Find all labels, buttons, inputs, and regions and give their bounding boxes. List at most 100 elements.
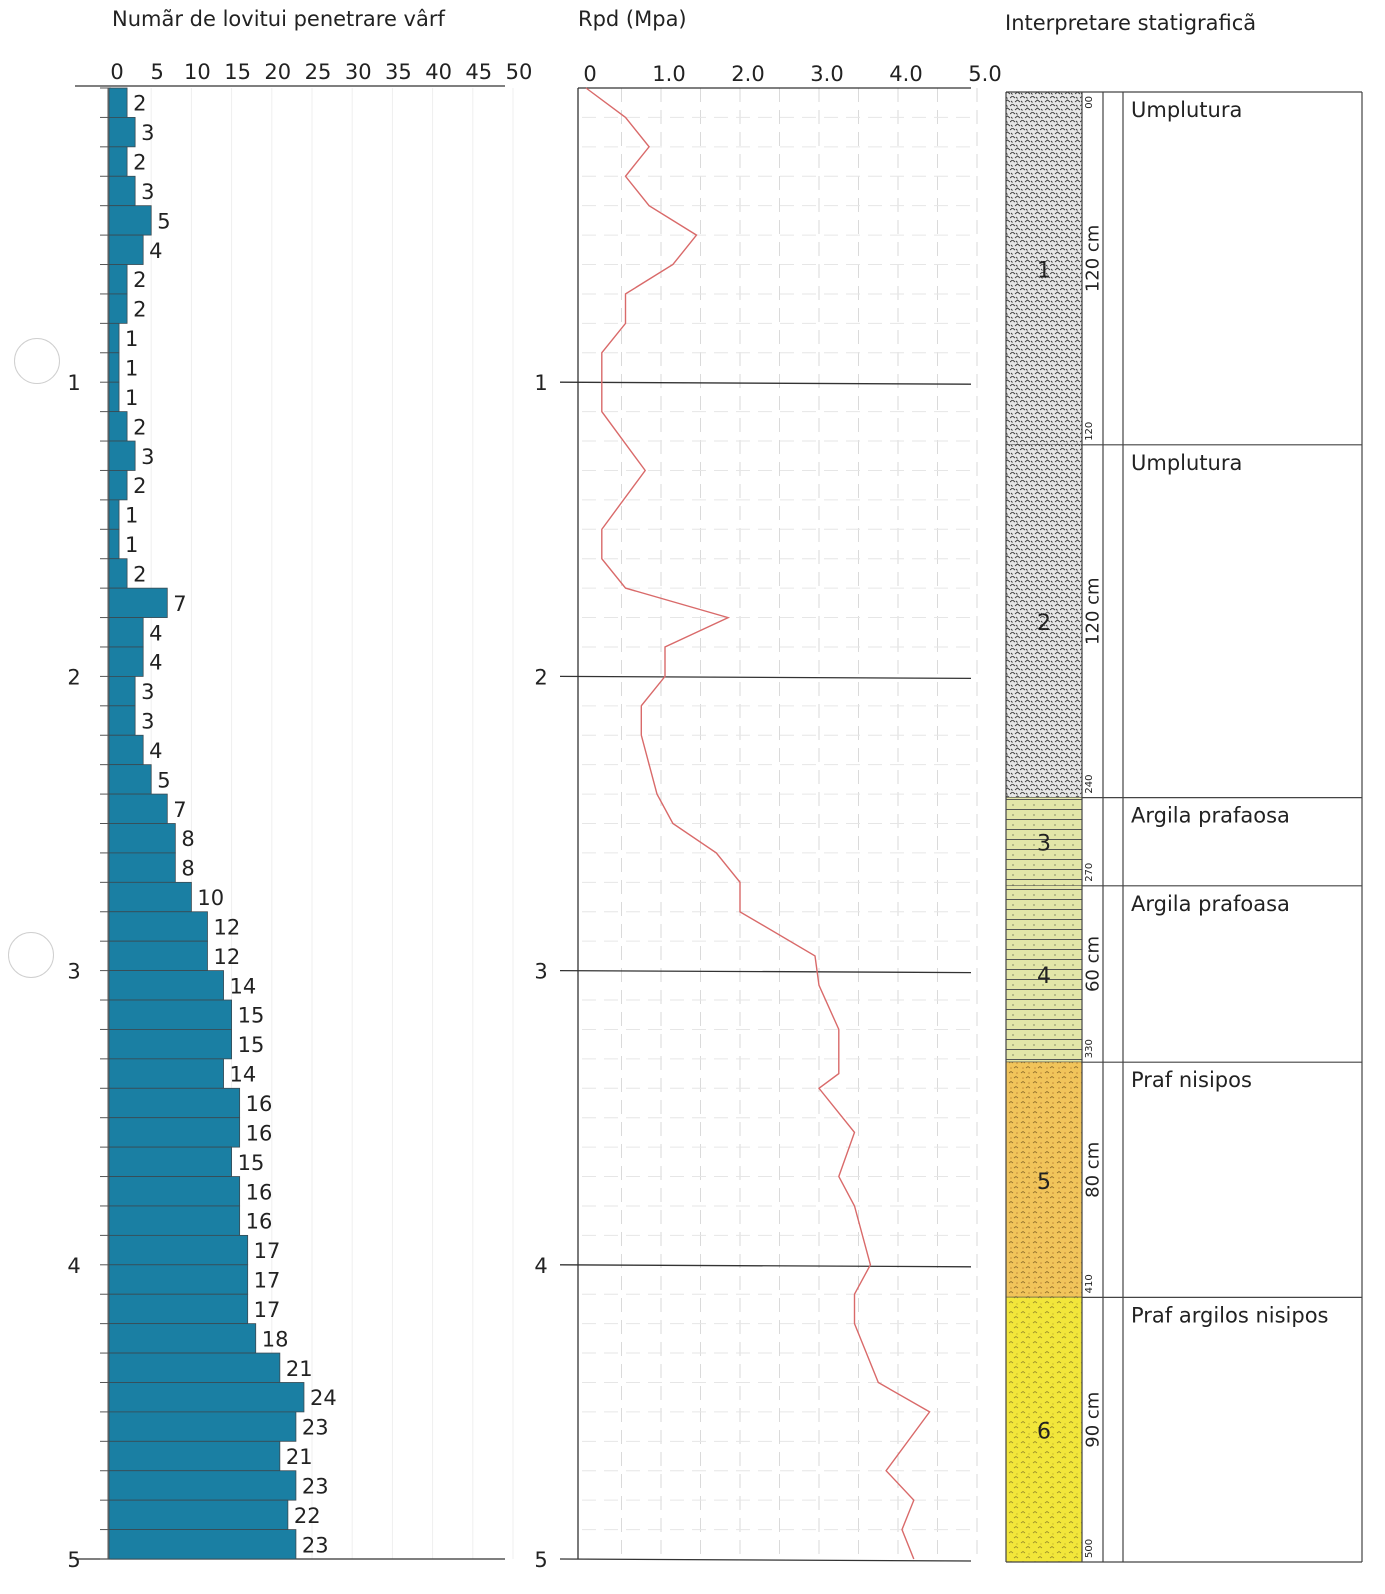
blow-count-bar-label: 4 bbox=[149, 651, 162, 675]
blow-count-bar bbox=[108, 146, 128, 177]
stratigraphy-panel: Interpretare statigraficã 1 Umplutura 120 … bbox=[1005, 11, 1363, 1563]
blow-count-bar bbox=[108, 1029, 232, 1060]
blow-count-bar-label: 24 bbox=[310, 1386, 337, 1410]
blow-count-bar-label: 17 bbox=[254, 1239, 281, 1263]
blow-count-bar-label: 21 bbox=[286, 1357, 313, 1381]
blow-count-bar-label: 5 bbox=[157, 209, 170, 233]
rpd-panel: Rpd (Mpa) 0 1.0 2.0 3.0 4.0 5.0 1 2 3 4 5 bbox=[534, 7, 1001, 1572]
blow-count-bar bbox=[108, 440, 136, 471]
layer-number: 1 bbox=[1037, 258, 1051, 283]
blow-count-y-tick-label: 4 bbox=[67, 1254, 80, 1278]
layer-name: Argila prafoasa bbox=[1131, 892, 1290, 916]
blow-count-bar-label: 2 bbox=[133, 92, 146, 116]
blow-count-bar bbox=[108, 1264, 249, 1295]
blow-count-bar bbox=[108, 1440, 281, 1472]
layer-pattern bbox=[1006, 1062, 1082, 1298]
blow-count-bar bbox=[108, 764, 152, 795]
layer-number: 5 bbox=[1037, 1170, 1051, 1195]
rpd-y-ticks: 1 2 3 4 5 bbox=[534, 371, 547, 1572]
blow-count-bar-label: 7 bbox=[173, 592, 186, 616]
blow-count-bar bbox=[108, 970, 224, 1001]
blow-count-x-tick-label: 20 bbox=[264, 60, 291, 84]
blow-count-bar bbox=[108, 381, 120, 413]
layer-number: 4 bbox=[1037, 964, 1051, 989]
blow-count-bar bbox=[108, 87, 128, 118]
blow-count-bars bbox=[108, 87, 305, 1560]
blow-count-bar bbox=[108, 734, 144, 766]
blow-count-bar-label: 3 bbox=[141, 121, 154, 145]
blow-count-y-tick-label: 5 bbox=[67, 1548, 80, 1572]
blow-count-bar bbox=[108, 352, 120, 383]
layer-bottom-depth-label: 330 bbox=[1084, 1039, 1095, 1058]
blow-count-bar-label: 16 bbox=[246, 1092, 273, 1116]
rpd-x-tick-label: 0 bbox=[583, 62, 596, 86]
layer-thickness-label: 90 cm bbox=[1083, 1392, 1104, 1448]
blow-count-bar bbox=[108, 175, 136, 207]
blow-count-bar-label: 2 bbox=[133, 474, 146, 498]
blow-count-bar-label: 5 bbox=[157, 768, 170, 792]
blow-count-bar bbox=[108, 911, 208, 942]
blow-count-bar-label: 16 bbox=[246, 1121, 273, 1145]
blow-count-x-tick-label: 35 bbox=[385, 60, 412, 84]
layer-bottom-depth-label: 500 bbox=[1084, 1539, 1095, 1558]
blow-count-bar-label: 17 bbox=[254, 1269, 281, 1293]
blow-count-bar-label: 18 bbox=[262, 1327, 289, 1351]
blow-count-x-tick-label: 0 bbox=[110, 60, 123, 84]
layer-bottom-depth-label: 270 bbox=[1084, 863, 1095, 882]
layer-pattern bbox=[1006, 885, 1082, 1063]
blow-count-bar bbox=[108, 676, 136, 707]
binder-hole bbox=[8, 932, 54, 978]
blow-count-bar-label: 14 bbox=[230, 974, 257, 998]
rpd-depth-line bbox=[559, 1264, 972, 1268]
layer-bottom-depth-label: 120 bbox=[1084, 422, 1095, 441]
blow-count-bar bbox=[108, 1205, 241, 1236]
blow-count-bar-label: 15 bbox=[238, 1033, 265, 1057]
blow-count-bar bbox=[108, 1470, 297, 1501]
blow-count-bar-label: 16 bbox=[246, 1210, 273, 1234]
blow-count-bar-label: 3 bbox=[141, 680, 154, 704]
layer-number: 3 bbox=[1037, 832, 1051, 857]
rpd-x-tick-label: 5.0 bbox=[968, 62, 1001, 86]
blow-count-panel: Numãr de lovitui penetrare vârf 23235422… bbox=[67, 7, 532, 1572]
rpd-x-ticks: 0 1.0 2.0 3.0 4.0 5.0 bbox=[583, 62, 1001, 86]
rpd-depth-line bbox=[559, 1558, 972, 1562]
blow-count-bar bbox=[108, 999, 232, 1030]
layer-pattern bbox=[1006, 92, 1082, 445]
rpd-x-tick-label: 3.0 bbox=[810, 62, 843, 86]
blow-count-bar bbox=[108, 1146, 232, 1177]
blow-count-bar-label: 2 bbox=[133, 268, 146, 292]
blow-count-bar-label: 1 bbox=[125, 533, 138, 557]
layer-name: Umplutura bbox=[1131, 451, 1242, 475]
blow-count-bar-label: 2 bbox=[133, 562, 146, 586]
layer-bottom-depth-label: 410 bbox=[1084, 1274, 1095, 1293]
blow-count-bar bbox=[108, 411, 128, 442]
blow-count-bar-label: 1 bbox=[125, 386, 138, 410]
blow-count-x-tick-label: 15 bbox=[224, 60, 251, 84]
layer-number: 6 bbox=[1037, 1420, 1051, 1445]
blow-count-x-ticks: 0 5 10 15 20 25 30 35 40 45 50 bbox=[110, 60, 532, 84]
binder-hole bbox=[14, 338, 60, 384]
blow-count-bar-label: 23 bbox=[302, 1533, 329, 1557]
blow-count-bar-label: 12 bbox=[213, 945, 240, 969]
blow-count-bar bbox=[108, 558, 128, 589]
blow-count-bar bbox=[108, 646, 144, 677]
blow-count-bar-label: 2 bbox=[133, 298, 146, 322]
layer-name: Praf nisipos bbox=[1131, 1068, 1252, 1092]
blow-count-bar bbox=[108, 1293, 249, 1325]
blow-count-value-labels: 2323542211123211274433457881012121415151… bbox=[125, 92, 337, 1558]
blow-count-bar-label: 12 bbox=[213, 915, 240, 939]
blow-count-bar-label: 3 bbox=[141, 445, 154, 469]
blow-count-bar bbox=[108, 322, 120, 354]
rpd-depth-line bbox=[559, 675, 972, 680]
blow-count-bar-label: 8 bbox=[181, 857, 194, 881]
blow-count-bar-label: 15 bbox=[238, 1004, 265, 1028]
blow-count-title: Numãr de lovitui penetrare vârf bbox=[112, 7, 445, 31]
layer-thickness-label: 80 cm bbox=[1083, 1142, 1104, 1198]
blow-count-bar bbox=[108, 234, 144, 265]
blow-count-bar-label: 10 bbox=[197, 886, 224, 910]
rpd-x-tick-label: 2.0 bbox=[731, 62, 764, 86]
layer-thickness-label: 120 cm bbox=[1083, 577, 1104, 645]
blow-count-bar-label: 23 bbox=[302, 1416, 329, 1440]
blow-count-bar bbox=[108, 1499, 289, 1530]
